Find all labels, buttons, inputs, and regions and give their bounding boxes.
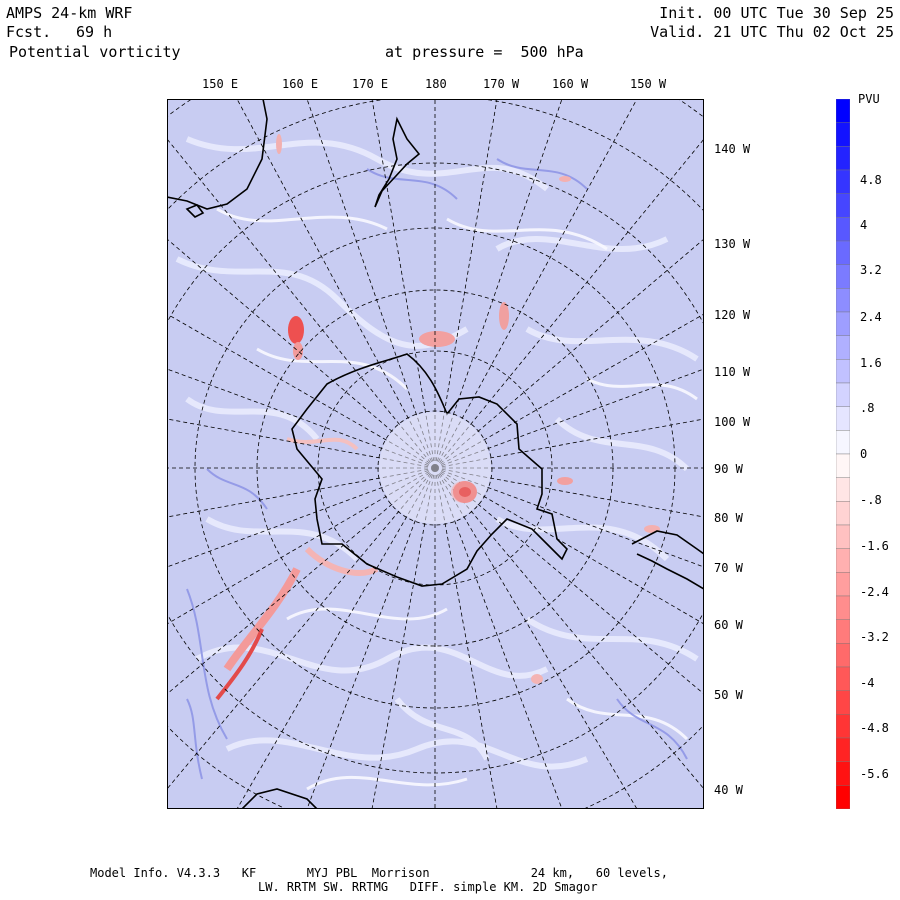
valid-time: Valid. 21 UTC Thu 02 Oct 25 (650, 23, 894, 41)
pv-colorbar (836, 99, 850, 809)
colorbar-cell (836, 572, 850, 597)
lon-label-right: 50 W (714, 688, 743, 702)
lon-label-right: 70 W (714, 561, 743, 575)
colorbar-cell (836, 643, 850, 668)
model-info-line2: LW. RRTM SW. RRTMG DIFF. simple KM. 2D S… (258, 880, 598, 894)
colorbar-cell (836, 169, 850, 194)
colorbar-cell (836, 193, 850, 218)
colorbar-cell (836, 737, 850, 762)
colorbar-cell (836, 99, 850, 123)
new-zealand-coast (374, 116, 421, 208)
colorbar-cell (836, 406, 850, 431)
init-time: Init. 00 UTC Tue 30 Sep 25 (659, 4, 894, 22)
potential-vorticity-map (167, 99, 704, 809)
colorbar-tick-label: -5.6 (860, 767, 889, 781)
colorbar-tick-label: 4.8 (860, 173, 882, 187)
antarctica-coast (291, 353, 568, 587)
colorbar-cell (836, 548, 850, 573)
colorbar-tick-label: -4 (860, 676, 875, 690)
lon-label-right: 90 W (714, 462, 743, 476)
colorbar-cell (836, 122, 850, 147)
colorbar-cell (836, 430, 850, 455)
map-frame (167, 99, 704, 809)
lon-label-top: 160 E (282, 77, 319, 91)
lon-label-right: 80 W (714, 511, 743, 525)
lon-label-right: 40 W (714, 783, 743, 797)
lon-label-right: 110 W (714, 365, 751, 379)
pv-light-filaments (175, 136, 699, 770)
colorbar-cell (836, 595, 850, 620)
colorbar-cell (836, 240, 850, 265)
pv-white-streaks (216, 207, 698, 791)
australia-coast (167, 99, 268, 210)
model-title: AMPS 24-km WRF (6, 4, 133, 22)
tasmania-coast (185, 204, 205, 218)
colorbar-cell (836, 453, 850, 478)
colorbar-tick-label: .8 (860, 401, 875, 415)
graticule (167, 99, 704, 809)
colorbar-cell (836, 146, 850, 171)
pressure-level: at pressure = 500 hPa (385, 43, 584, 61)
coastlines (167, 99, 704, 809)
lon-label-right: 120 W (714, 308, 751, 322)
forecast-label: Fcst. (6, 23, 52, 41)
south-america-coast (631, 530, 704, 555)
colorbar-cell (836, 714, 850, 739)
colorbar-cell (836, 288, 850, 313)
colorbar-cell (836, 311, 850, 336)
colorbar-cell (836, 382, 850, 407)
colorbar-unit: PVU (858, 92, 880, 106)
model-info-line1: Model Info. V4.3.3 KF MYJ PBL Morrison 2… (90, 866, 668, 880)
colorbar-tick-label: 3.2 (860, 263, 882, 277)
colorbar-tick-label: 1.6 (860, 356, 882, 370)
colorbar-cell (836, 501, 850, 526)
colorbar-cell (836, 690, 850, 715)
colorbar-cell (836, 335, 850, 360)
colorbar-tick-label: 4 (860, 218, 868, 232)
colorbar-tick-label: -4.8 (860, 721, 889, 735)
colorbar-cell (836, 619, 850, 644)
colorbar-cell (836, 761, 850, 786)
colorbar-tick-label: -.8 (860, 493, 882, 507)
colorbar-cell (836, 666, 850, 691)
lon-label-top: 150 W (630, 77, 667, 91)
colorbar-cell (836, 264, 850, 289)
lon-label-top: 160 W (552, 77, 589, 91)
colorbar-cell (836, 524, 850, 549)
colorbar-cell (836, 359, 850, 384)
colorbar-cell (836, 217, 850, 242)
colorbar-tick-label: -3.2 (860, 630, 889, 644)
colorbar-cell (836, 477, 850, 502)
colorbar-tick-label: -2.4 (860, 585, 889, 599)
colorbar-cell (836, 785, 850, 809)
field-name: Potential vorticity (9, 43, 181, 61)
africa-coast (241, 788, 318, 809)
colorbar-tick-label: 2.4 (860, 310, 882, 324)
colorbar-tick-label: 0 (860, 447, 868, 461)
lon-label-right: 60 W (714, 618, 743, 632)
pole-cap (379, 412, 491, 524)
lon-label-right: 130 W (714, 237, 751, 251)
colorbar-tick-label: -1.6 (860, 539, 889, 553)
lon-label-top: 180 (425, 77, 447, 91)
forecast-hour: 69 h (76, 23, 113, 41)
lon-label-top: 170 W (483, 77, 520, 91)
lon-label-right: 140 W (714, 142, 751, 156)
lon-label-right: 100 W (714, 415, 751, 429)
lon-label-top: 150 E (202, 77, 239, 91)
lon-label-top: 170 E (352, 77, 389, 91)
